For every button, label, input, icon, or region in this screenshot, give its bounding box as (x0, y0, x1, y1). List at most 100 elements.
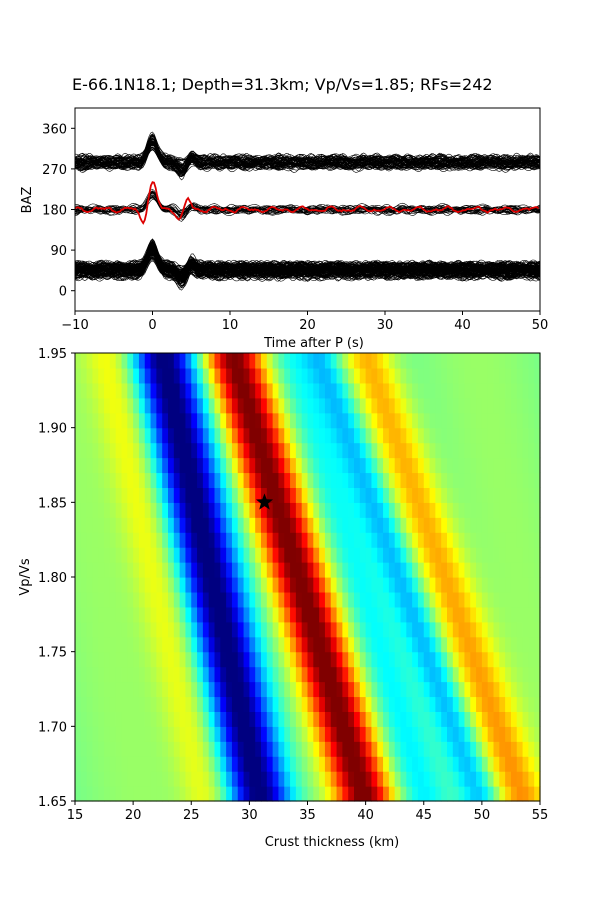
hk-heatmap-cell (231, 606, 239, 623)
hk-heatmap-cell (510, 457, 518, 474)
hk-heatmap-cell (226, 636, 233, 653)
hk-heatmap-cell (377, 786, 384, 802)
hk-heatmap-cell (499, 442, 506, 459)
hk-heatmap-cell (435, 412, 442, 429)
hk-heatmap-cell (202, 353, 210, 369)
hk-heatmap-cell (98, 636, 105, 653)
hk-heatmap-cell (476, 621, 483, 638)
hk-heatmap-cell (301, 771, 309, 787)
hk-heatmap-cell (290, 621, 297, 638)
hk-heatmap-cell (173, 457, 181, 474)
hk-heatmap-cell (162, 651, 169, 668)
hk-heatmap-cell (383, 666, 390, 683)
hk-heatmap-cell (144, 726, 152, 742)
hk-heatmap-cell (307, 412, 314, 429)
hk-heatmap-cell (481, 457, 489, 474)
hk-heatmap-cell (121, 681, 128, 698)
hk-heatmap-cell (458, 606, 466, 623)
hk-heatmap-cell (423, 771, 431, 787)
hk-heatmap-cell (406, 487, 413, 503)
hk-heatmap-cell (127, 562, 134, 578)
hk-heatmap-cell (104, 711, 111, 727)
hk-heatmap-cell (295, 517, 303, 533)
hk-heatmap-cell (75, 756, 82, 772)
hk-heatmap-cell (185, 666, 192, 683)
hk-heatmap-cell (138, 412, 146, 429)
hk-heatmap-cell (255, 427, 262, 444)
hk-heatmap-cell (464, 367, 471, 384)
hk-heatmap-cell (324, 532, 332, 548)
hk-heatmap-cell (138, 681, 146, 698)
hk-heatmap-cell (98, 487, 105, 503)
hk-heatmap-cell (301, 472, 309, 488)
hk-heatmap-cell (371, 457, 378, 474)
hk-heatmap-cell (127, 621, 134, 638)
hk-heatmap-cell (202, 741, 210, 757)
hk-heatmap-cell (458, 472, 466, 488)
hk-heatmap-cell (121, 382, 128, 399)
hk-heatmap-cell (441, 591, 448, 608)
hk-heatmap-cell (336, 457, 343, 474)
hk-heatmap-cell (476, 367, 483, 384)
hk-heatmap-cell (458, 726, 466, 742)
hk-heatmap-cell (336, 606, 343, 623)
hk-heatmap-cell (365, 651, 373, 668)
hk-heatmap-cell (400, 472, 407, 488)
hk-heatmap-cell (313, 427, 320, 444)
hk-heatmap-cell (144, 517, 152, 533)
hk-heatmap-cell (429, 353, 436, 369)
hk-heatmap-cell (493, 726, 500, 742)
hk-heatmap-cell (156, 681, 163, 698)
hk-heatmap-cell (324, 397, 332, 414)
hk-heatmap-cell (249, 741, 256, 757)
hk-heatmap-cell (388, 771, 396, 787)
hk-heatmap-cell (138, 786, 146, 802)
hk-heatmap-cell (220, 367, 227, 384)
hk-heatmap-cell (168, 517, 175, 533)
hk-heatmap-cell (528, 741, 535, 757)
hk-heatmap-cell (104, 577, 111, 593)
hk-heatmap-cell (208, 577, 216, 593)
hk-heatmap-cell (98, 353, 105, 369)
hk-heatmap-cell (156, 741, 163, 757)
hk-heatmap-cell (173, 442, 181, 459)
hk-heatmap-cell (476, 532, 483, 548)
hk-heatmap-cell (162, 621, 169, 638)
hk-heatmap-cell (109, 577, 117, 593)
hk-heatmap-cell (115, 711, 123, 727)
hk-heatmap-cell (365, 636, 373, 653)
hk-heatmap-cell (417, 547, 425, 563)
hk-heatmap-cell (354, 532, 361, 548)
hk-heatmap-cell (226, 711, 233, 727)
hk-heatmap-cell (528, 457, 535, 474)
hk-heatmap-cell (104, 487, 111, 503)
hk-heatmap-cell (138, 711, 146, 727)
hk-heatmap-cell (476, 741, 483, 757)
hk-heatmap-cell (133, 591, 140, 608)
hk-heatmap-cell (447, 726, 454, 742)
hk-heatmap-cell (499, 502, 506, 518)
hk-heatmap-cell (191, 696, 198, 712)
hk-heatmap-cell (301, 666, 309, 683)
hk-heatmap-cell (406, 547, 413, 563)
hk-heatmap-cell (499, 696, 506, 712)
hk-heatmap-cell (202, 606, 210, 623)
hk-heatmap-cell (156, 711, 163, 727)
hk-heatmap-cell (417, 472, 425, 488)
hk-heatmap-cell (115, 502, 123, 518)
hk-heatmap-cell (278, 502, 285, 518)
hk-heatmap-cell (394, 681, 402, 698)
hk-heatmap-cell (458, 532, 466, 548)
hk-heatmap-cell (359, 412, 367, 429)
hk-heatmap-cell (394, 726, 402, 742)
hk-heatmap-cell (394, 412, 402, 429)
hk-heatmap-cell (435, 562, 442, 578)
hk-heatmap-cell (290, 591, 297, 608)
hk-heatmap-cell (394, 353, 402, 369)
hk-heatmap-cell (75, 696, 82, 712)
hk-heatmap-cell (348, 606, 355, 623)
hk-heatmap-cell (441, 517, 448, 533)
hk-heatmap-cell (423, 427, 431, 444)
hk-heatmap-cell (464, 487, 471, 503)
hk-heatmap-cell (156, 487, 163, 503)
